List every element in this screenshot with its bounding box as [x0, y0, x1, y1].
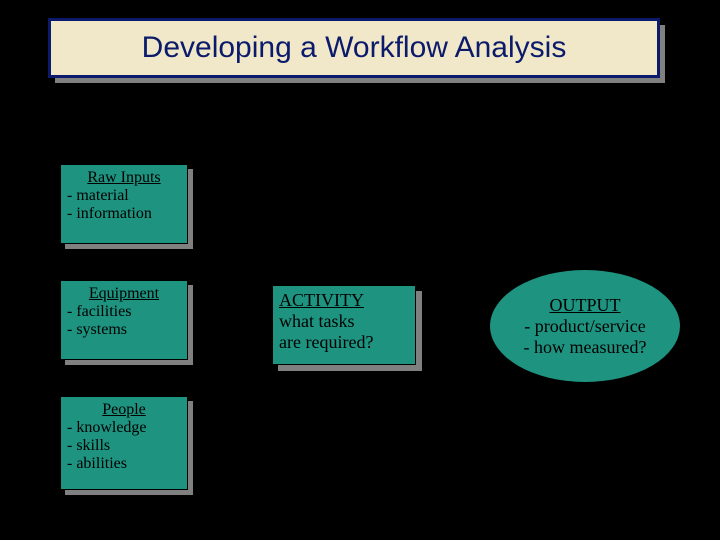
input-card-raw_inputs: Raw Inputs- material- information — [60, 164, 188, 244]
input-card-line: - facilities — [67, 303, 181, 321]
input-card-line: - material — [67, 187, 181, 205]
activity-heading: ACTIVITY — [279, 290, 409, 311]
output-oval: OUTPUT - product/service - how measured? — [490, 270, 680, 382]
input-card-line: - systems — [67, 321, 181, 339]
activity-line: are required? — [279, 332, 409, 353]
output-line: - how measured? — [524, 337, 647, 358]
input-card-heading: Raw Inputs — [67, 169, 181, 187]
input-card-equipment: Equipment- facilities- systems — [60, 280, 188, 360]
title-box: Developing a Workflow Analysis — [48, 18, 660, 78]
page-title: Developing a Workflow Analysis — [142, 31, 567, 65]
output-heading: OUTPUT — [550, 295, 621, 316]
activity-line: what tasks — [279, 311, 409, 332]
input-card-line: - skills — [67, 437, 181, 455]
input-card-people: People- knowledge- skills- abilities — [60, 396, 188, 490]
input-card-line: - knowledge — [67, 419, 181, 437]
activity-card: ACTIVITY what tasks are required? — [272, 285, 416, 365]
output-line: - product/service — [524, 316, 645, 337]
input-card-heading: People — [67, 401, 181, 419]
input-card-line: - information — [67, 205, 181, 223]
input-card-heading: Equipment — [67, 285, 181, 303]
input-card-line: - abilities — [67, 455, 181, 473]
